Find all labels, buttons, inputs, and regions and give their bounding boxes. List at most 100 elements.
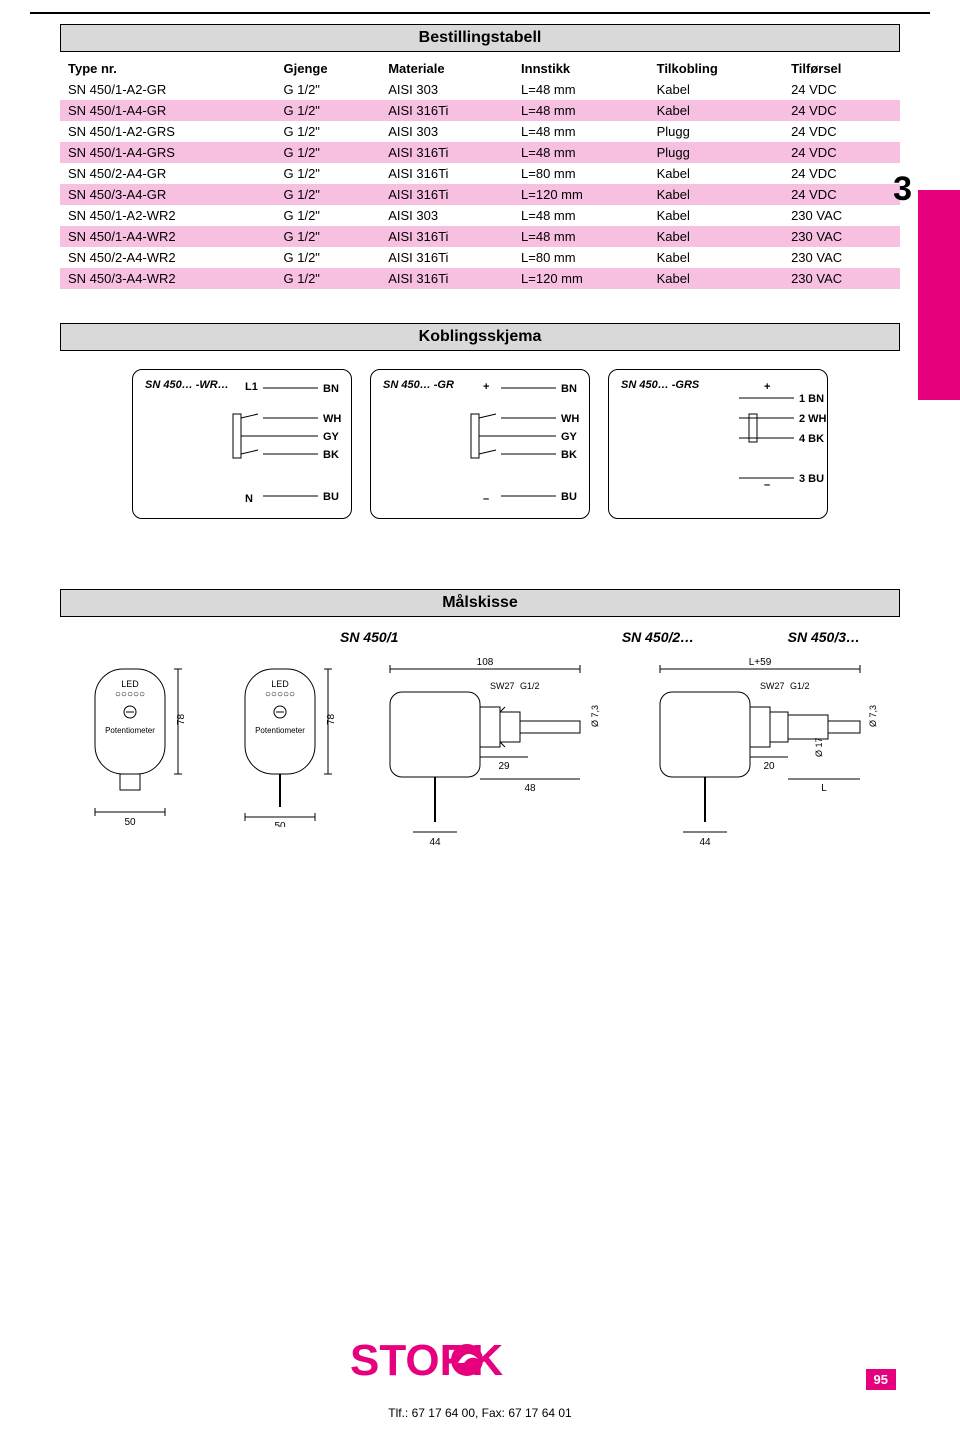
svg-text:48: 48 xyxy=(524,783,536,794)
table-cell: Plugg xyxy=(649,142,783,163)
table-cell: G 1/2" xyxy=(276,184,381,205)
svg-text:GY: GY xyxy=(561,431,578,443)
table-cell: 230 VAC xyxy=(783,268,900,289)
table-cell: Kabel xyxy=(649,163,783,184)
table-cell: L=80 mm xyxy=(513,247,649,268)
table-cell: G 1/2" xyxy=(276,247,381,268)
table-cell: L=48 mm xyxy=(513,79,649,100)
svg-text:LED: LED xyxy=(271,679,289,689)
wiring-box: SN 450… -GRS+–1 BN2 WH4 BK3 BU xyxy=(608,369,828,519)
svg-text:WH: WH xyxy=(561,413,579,425)
probe-drawing-1: 108 SW27 G1/2 Ø 7,3 29 48 44 xyxy=(380,657,610,847)
table-cell: G 1/2" xyxy=(276,79,381,100)
table-cell: L=48 mm xyxy=(513,205,649,226)
table-cell: AISI 303 xyxy=(380,205,513,226)
svg-text:BU: BU xyxy=(561,491,577,503)
dim-label-a: SN 450/1 xyxy=(340,629,398,645)
table-row: SN 450/3-A4-WR2G 1/2"AISI 316TiL=120 mmK… xyxy=(60,268,900,289)
svg-text:3 BU: 3 BU xyxy=(799,473,824,485)
page-number: 95 xyxy=(866,1369,896,1390)
svg-text:44: 44 xyxy=(699,837,711,847)
table-cell: G 1/2" xyxy=(276,142,381,163)
svg-text:BN: BN xyxy=(323,383,339,395)
table-cell: AISI 316Ti xyxy=(380,142,513,163)
table-row: SN 450/2-A4-WR2G 1/2"AISI 316TiL=80 mmKa… xyxy=(60,247,900,268)
table-row: SN 450/1-A2-WR2G 1/2"AISI 303L=48 mmKabe… xyxy=(60,205,900,226)
table-cell: 24 VDC xyxy=(783,184,900,205)
table-cell: SN 450/1-A2-GR xyxy=(60,79,276,100)
table-row: SN 450/1-A4-WR2G 1/2"AISI 316TiL=48 mmKa… xyxy=(60,226,900,247)
table-cell: L=48 mm xyxy=(513,121,649,142)
table-cell: L=48 mm xyxy=(513,226,649,247)
probe-drawing-2: L+59 SW27 G1/2 Ø 7,3 Ø 17 20 L 44 xyxy=(650,657,880,847)
svg-text:+: + xyxy=(483,381,489,393)
wiring-title: Koblingsskjema xyxy=(60,323,900,351)
table-cell: Kabel xyxy=(649,226,783,247)
svg-text:Potentiometer: Potentiometer xyxy=(105,726,155,735)
sensor-front-1: LED ○○○○○ Potentiometer 78 50 xyxy=(80,657,190,827)
svg-text:BN: BN xyxy=(561,383,577,395)
svg-text:2 WH: 2 WH xyxy=(799,413,827,425)
table-row: SN 450/1-A4-GRSG 1/2"AISI 316TiL=48 mmPl… xyxy=(60,142,900,163)
side-tab: 3 xyxy=(918,190,960,400)
svg-text:SN 450… -GR: SN 450… -GR xyxy=(383,379,454,391)
wiring-diagrams: SN 450… -WR…L1NBNWHGYBKBUSN 450… -GR+–BN… xyxy=(60,369,900,519)
table-cell: Kabel xyxy=(649,205,783,226)
dimension-drawings: LED ○○○○○ Potentiometer 78 50 LED ○○○○○ … xyxy=(60,657,900,847)
table-cell: G 1/2" xyxy=(276,205,381,226)
svg-text:L1: L1 xyxy=(245,381,258,393)
table-cell: G 1/2" xyxy=(276,268,381,289)
svg-text:WH: WH xyxy=(323,413,341,425)
table-cell: SN 450/3-A4-GR xyxy=(60,184,276,205)
table-cell: 24 VDC xyxy=(783,163,900,184)
table-cell: SN 450/1-A2-WR2 xyxy=(60,205,276,226)
sw27-label: SW27 xyxy=(490,681,515,691)
logo: STORK xyxy=(0,1333,960,1392)
dims-title: Målskisse xyxy=(60,589,900,617)
table-row: SN 450/2-A4-GRG 1/2"AISI 316TiL=80 mmKab… xyxy=(60,163,900,184)
dim-label-b: SN 450/2… xyxy=(622,629,694,645)
table-cell: SN 450/1-A4-GR xyxy=(60,100,276,121)
table-row: SN 450/3-A4-GRG 1/2"AISI 316TiL=120 mmKa… xyxy=(60,184,900,205)
table-cell: SN 450/3-A4-WR2 xyxy=(60,268,276,289)
table-cell: 230 VAC xyxy=(783,247,900,268)
svg-text:50: 50 xyxy=(124,817,136,827)
table-cell: AISI 316Ti xyxy=(380,226,513,247)
table-cell: L=80 mm xyxy=(513,163,649,184)
table-cell: SN 450/2-A4-GR xyxy=(60,163,276,184)
svg-text:+: + xyxy=(764,381,770,393)
table-cell: SN 450/1-A2-GRS xyxy=(60,121,276,142)
order-col-header: Gjenge xyxy=(276,58,381,79)
section-number: 3 xyxy=(893,170,912,209)
svg-text:L+59: L+59 xyxy=(749,657,772,668)
table-cell: SN 450/1-A4-GRS xyxy=(60,142,276,163)
svg-text:78: 78 xyxy=(176,713,187,725)
footer-contact: Tlf.: 67 17 64 00, Fax: 67 17 64 01 xyxy=(0,1406,960,1420)
table-cell: AISI 316Ti xyxy=(380,247,513,268)
table-cell: Plugg xyxy=(649,121,783,142)
svg-text:LED: LED xyxy=(121,679,139,689)
table-cell: L=120 mm xyxy=(513,184,649,205)
dim-label-c: SN 450/3… xyxy=(788,629,860,645)
svg-text:1 BN: 1 BN xyxy=(799,393,824,405)
order-col-header: Tilførsel xyxy=(783,58,900,79)
order-table: Type nr.GjengeMaterialeInnstikkTilkoblin… xyxy=(60,58,900,289)
svg-text:GY: GY xyxy=(323,431,340,443)
table-cell: Kabel xyxy=(649,268,783,289)
svg-text:–: – xyxy=(483,493,489,505)
svg-text:○○○○○: ○○○○○ xyxy=(115,689,145,700)
table-cell: Kabel xyxy=(649,100,783,121)
svg-text:BK: BK xyxy=(561,449,577,461)
svg-text:SW27: SW27 xyxy=(760,681,785,691)
svg-text:29: 29 xyxy=(498,761,510,772)
wiring-box: SN 450… -GR + – BN WH GY BK BU xyxy=(370,369,590,519)
table-row: SN 450/1-A2-GRSG 1/2"AISI 303L=48 mmPlug… xyxy=(60,121,900,142)
svg-text:–: – xyxy=(764,479,770,491)
svg-text:Ø 17: Ø 17 xyxy=(814,737,824,757)
svg-text:20: 20 xyxy=(763,761,775,772)
table-cell: 230 VAC xyxy=(783,205,900,226)
svg-text:BU: BU xyxy=(323,491,339,503)
table-cell: AISI 316Ti xyxy=(380,100,513,121)
order-col-header: Tilkobling xyxy=(649,58,783,79)
svg-text:BK: BK xyxy=(323,449,339,461)
